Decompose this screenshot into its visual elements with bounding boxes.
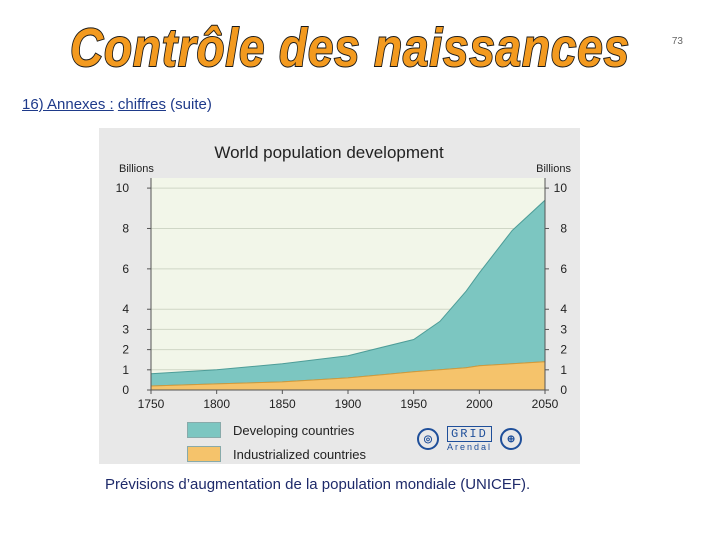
x-tick-label-3: 1900 (335, 397, 362, 411)
x-tick-label-0: 1750 (138, 397, 165, 411)
slide-title-text: Contrôle des naissances (70, 18, 630, 78)
page-number: 73 (671, 36, 683, 47)
arendal-logo-text: Arendal (447, 442, 493, 452)
x-tick-label-1: 1800 (203, 397, 230, 411)
legend-swatch-industrialized (187, 446, 221, 462)
y-tick-label-right-7: 10 (554, 181, 568, 195)
figure-caption: Prévisions d’augmentation de la populati… (105, 476, 531, 493)
legend-label-developing: Developing countries (233, 422, 355, 438)
y-tick-label-left-3: 3 (122, 322, 129, 336)
population-chart: World population development Billions Bill… (116, 143, 572, 411)
y-axis-right-label: Billions (536, 163, 571, 175)
slide-title: Contrôle des naissances (69, 17, 630, 79)
unep-logo-icon: ◎ (417, 428, 439, 450)
y-axis-left-label: Billions (119, 163, 154, 175)
un-logo-icon: ⊕ (500, 428, 523, 450)
y-tick-label-right-0: 0 (560, 383, 567, 397)
y-tick-label-left-6: 8 (122, 221, 129, 235)
y-tick-label-right-5: 6 (560, 262, 567, 276)
grid-arendal-logo: GRID Arendal (447, 426, 493, 452)
subtitle-link[interactable]: chiffres (117, 96, 166, 113)
legend-item-developing: Developing countries (187, 422, 354, 438)
legend-label-industrialized: Industrialized countries (233, 446, 366, 462)
legend-item-industrialized: Industrialized countries (187, 446, 366, 462)
y-tick-label-left-2: 2 (122, 343, 129, 357)
x-tick-label-2: 1850 (269, 397, 296, 411)
y-tick-label-right-6: 8 (560, 221, 567, 235)
subtitle-suffix: (suite) (170, 96, 212, 113)
y-tick-label-right-2: 2 (560, 343, 567, 357)
y-tick-label-left-1: 1 (122, 363, 129, 377)
y-tick-label-left-4: 4 (122, 302, 129, 316)
y-tick-label-right-3: 3 (560, 322, 567, 336)
x-tick-label-4: 1950 (400, 397, 427, 411)
section-subtitle: 16) Annexes : chiffres (suite) (22, 96, 212, 113)
subtitle-prefix: 16) Annexes : (22, 96, 114, 113)
y-tick-label-left-5: 6 (122, 262, 129, 276)
y-tick-label-right-1: 1 (560, 363, 567, 377)
chart-container: World population development Billions Bill… (99, 128, 580, 464)
y-tick-label-left-0: 0 (122, 383, 129, 397)
logos: ◎ GRID Arendal ⊕ (417, 426, 523, 452)
legend-swatch-developing (187, 422, 221, 438)
grid-logo-text: GRID (447, 426, 493, 442)
x-tick-label-6: 2050 (532, 397, 559, 411)
x-tick-label-5: 2000 (466, 397, 493, 411)
chart-title: World population development (214, 143, 444, 162)
y-tick-label-left-7: 10 (116, 181, 130, 195)
y-tick-label-right-4: 4 (560, 302, 567, 316)
